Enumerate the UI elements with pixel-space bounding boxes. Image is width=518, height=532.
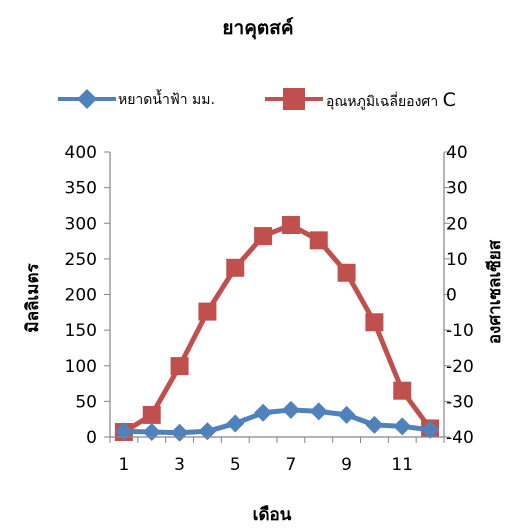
precipitation-point <box>170 423 189 442</box>
precipitation-point <box>114 422 133 441</box>
y-right-tick-label: 0 <box>446 286 457 306</box>
y-left-tick-label: 300 <box>65 214 97 234</box>
legend-label-temperature: อุณหภูมิเฉลี่ยองศา C <box>326 89 456 111</box>
y-right-tick-label: 10 <box>446 250 468 270</box>
y-right-tick-label: 30 <box>446 179 468 199</box>
legend-item-precipitation: หยาดน้ำฟ้า มม. <box>58 89 215 109</box>
legend: หยาดน้ำฟ้า มม. อุณหภูมิเฉลี่ยองศา C <box>58 88 456 111</box>
legend-item-temperature: อุณหภูมิเฉลี่ยองศา C <box>265 88 456 111</box>
temperature-point <box>226 258 245 277</box>
precipitation-point <box>337 405 356 424</box>
y-axis-title-left: มิลลิเมตร <box>23 263 43 333</box>
precipitation-point <box>393 417 412 436</box>
temperature-point <box>365 313 384 332</box>
temperature-point <box>393 381 412 400</box>
y-right-tick-label: -10 <box>446 321 474 341</box>
temperature-point <box>170 357 189 376</box>
y-left-tick-label: 100 <box>65 357 97 377</box>
y-left-tick-label: 200 <box>65 286 97 306</box>
series-line-temperature <box>122 222 433 435</box>
axes: 0 50 100 150 200 250 300 350 400 -40 -30 -20 -10 0 10 2… <box>65 143 474 475</box>
x-tick-label: 11 <box>391 455 413 475</box>
temperature-point <box>254 227 273 246</box>
y-left-tick-label: 350 <box>65 179 97 199</box>
x-axis-title: เดือน <box>253 504 292 525</box>
precipitation-point <box>254 403 273 422</box>
legend-label-precipitation: หยาดน้ำฟ้า มม. <box>118 89 215 108</box>
y-right-tick-label: -40 <box>446 428 474 448</box>
x-tick-label: 9 <box>341 455 352 475</box>
temperature-point <box>198 302 217 321</box>
x-tick-label: 5 <box>230 455 241 475</box>
legend-marker-precipitation <box>77 89 97 109</box>
x-tick-label: 3 <box>174 455 185 475</box>
precipitation-point <box>309 402 328 421</box>
temperature-point <box>309 231 328 250</box>
y-right-tick-label: -30 <box>446 392 474 412</box>
legend-marker-temperature <box>283 88 305 110</box>
temperature-point <box>281 216 300 235</box>
y-axis-title-right: องศาเซลเซียส <box>484 239 505 344</box>
precipitation-point <box>198 422 217 441</box>
series-line-precipitation <box>123 407 431 436</box>
x-tick-label: 7 <box>286 455 297 475</box>
y-left-tick-label: 0 <box>86 428 97 448</box>
y-left-tick-label: 400 <box>65 143 97 163</box>
chart-title: ยาคุตสค์ <box>222 17 293 40</box>
y-left-tick-label: 150 <box>65 321 97 341</box>
precipitation-point <box>281 400 300 419</box>
precipitation-point <box>226 414 245 433</box>
precipitation-point <box>421 420 440 439</box>
y-left-tick-label: 50 <box>75 392 97 412</box>
temperature-point <box>142 405 161 424</box>
precipitation-point <box>142 423 161 442</box>
y-right-tick-label: -20 <box>446 357 474 377</box>
y-right-tick-label: 40 <box>446 143 468 163</box>
y-right-tick-label: 20 <box>446 214 468 234</box>
precipitation-point <box>365 415 384 434</box>
temperature-point <box>337 263 356 282</box>
plot-area <box>114 216 440 442</box>
y-left-tick-label: 250 <box>65 250 97 270</box>
x-tick-label: 1 <box>119 455 130 475</box>
